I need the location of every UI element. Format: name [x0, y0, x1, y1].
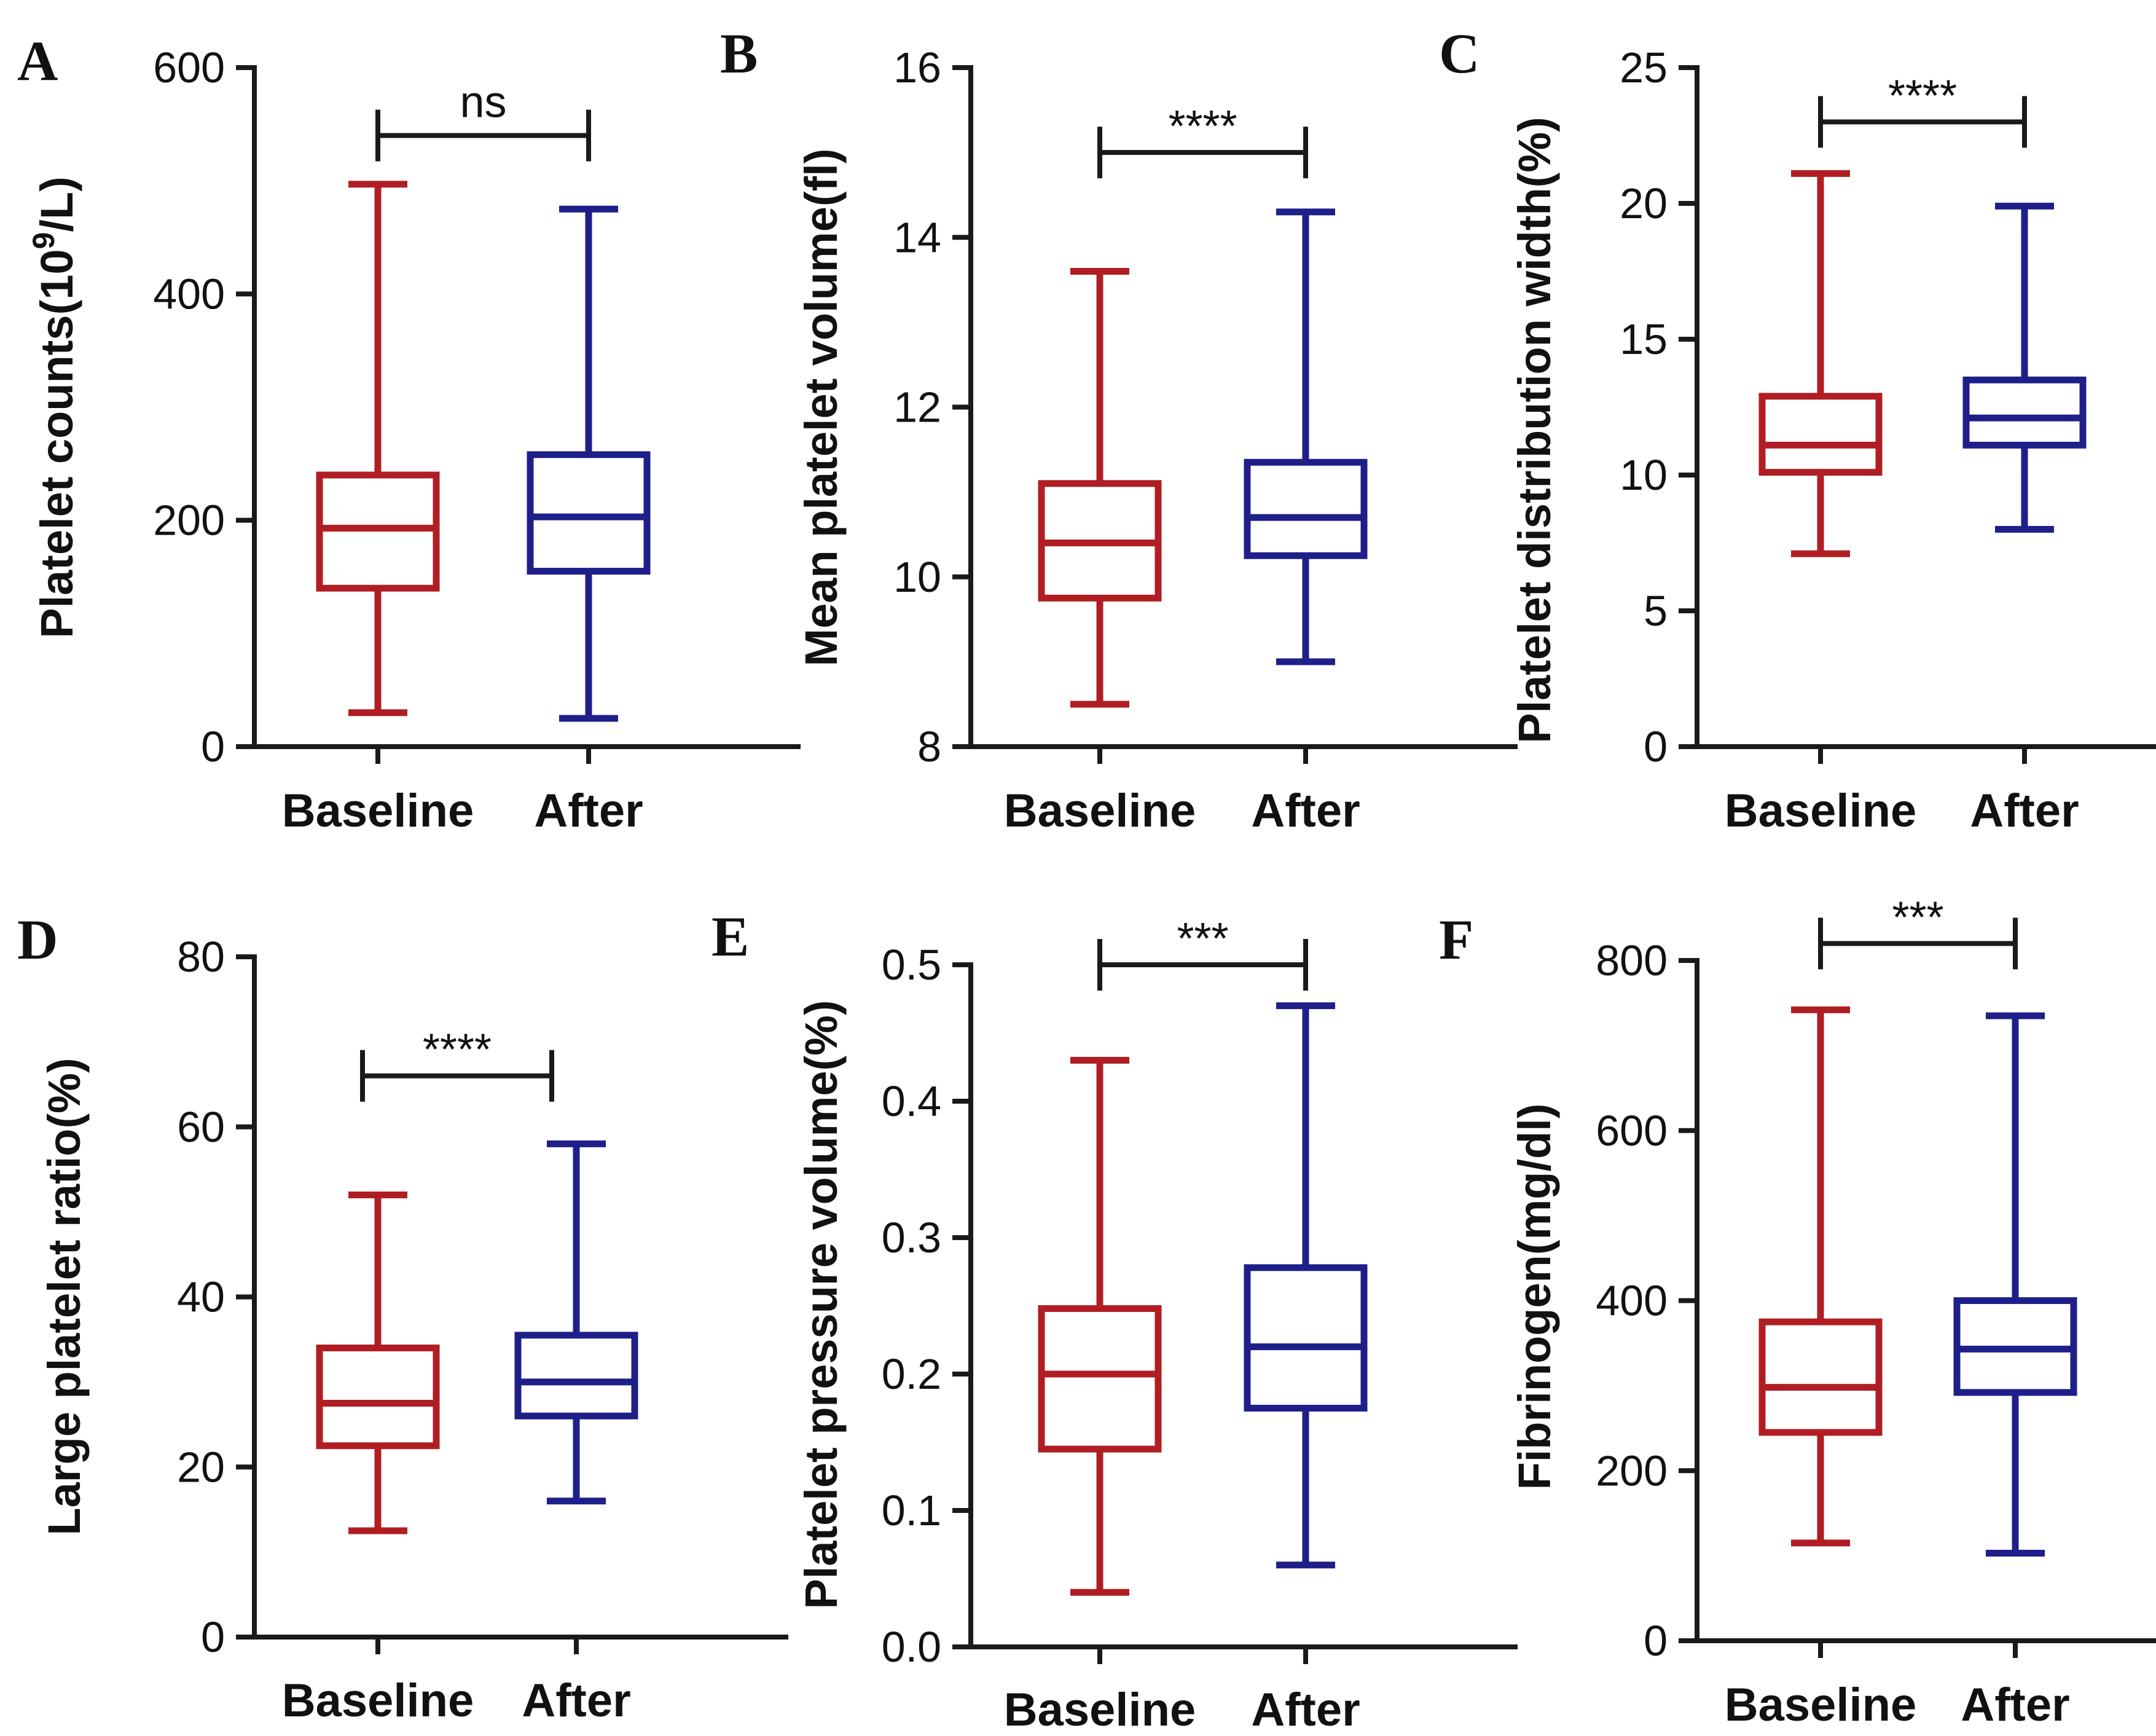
- x-category-label: After: [1251, 785, 1360, 837]
- y-tick-label: 600: [1596, 1107, 1668, 1155]
- panel-c: C 0 5 10 15 20 25 Baseline After Platelet distrib…: [1439, 22, 2156, 837]
- x-category-label: After: [522, 1675, 630, 1727]
- iqr-box: [1244, 458, 1368, 559]
- y-axis-title: Platelet distribution width(%): [1509, 117, 1560, 744]
- box-after: [1244, 208, 1368, 666]
- y-axis-title-part: Platelet counts(10: [31, 249, 82, 638]
- x-category-label: Baseline: [1004, 1684, 1196, 1736]
- y-tick-label: 0.3: [882, 1214, 941, 1262]
- iqr-box: [1758, 393, 1883, 476]
- significance-label: ns: [460, 78, 506, 127]
- x-category-label: Baseline: [1725, 1679, 1917, 1731]
- significance-label: ****: [1168, 102, 1237, 151]
- y-tick-label: 0: [1644, 1617, 1668, 1665]
- panel-a: A 0 200 400 600 Baseline After Platelet counts(…: [17, 29, 801, 837]
- y-tick-label: 0.2: [882, 1350, 941, 1398]
- x-category-label: Baseline: [1725, 785, 1917, 837]
- iqr-box: [514, 1332, 638, 1420]
- y-tick-label: 25: [1620, 44, 1668, 92]
- y-tick-label: 14: [893, 213, 941, 261]
- x-category-label: Baseline: [1004, 785, 1196, 837]
- y-tick-label: 20: [1620, 179, 1668, 227]
- y-tick-label: 800: [1596, 937, 1668, 984]
- box-baseline: [316, 1191, 440, 1534]
- y-axis-title-superscript: 9: [26, 232, 61, 249]
- y-axis-title: Mean platelet volume(fl): [796, 149, 847, 667]
- y-tick-label: 0.5: [882, 941, 941, 989]
- x-category-label: After: [534, 785, 643, 837]
- y-axis-title: Platelet pressure volume(%): [796, 1000, 847, 1609]
- box-baseline: [1758, 1006, 1883, 1547]
- panel-letter-d: D: [17, 908, 58, 971]
- significance-label: ***: [1892, 893, 1943, 942]
- iqr-box: [316, 471, 440, 592]
- iqr-box: [316, 1345, 440, 1450]
- box-after: [514, 1140, 638, 1505]
- y-tick-label: 16: [893, 44, 941, 92]
- box-baseline: [316, 181, 440, 717]
- iqr-box: [1038, 1305, 1162, 1453]
- iqr-box: [1962, 376, 2087, 449]
- y-axis-title: Large platelet ratio(%): [39, 1058, 90, 1535]
- box-baseline: [1758, 170, 1883, 557]
- x-category-label: After: [1970, 785, 2079, 837]
- panel-letter-f: F: [1439, 908, 1473, 971]
- panel-letter-a: A: [17, 29, 58, 92]
- y-tick-label: 0.1: [882, 1487, 941, 1534]
- panel-b: B 8 10 12 14 16 Baseline After Mean platelet vol…: [720, 22, 1518, 837]
- y-tick-label: 400: [1596, 1277, 1668, 1325]
- y-tick-label: 0.4: [882, 1077, 941, 1125]
- panel-f: F 0 200 400 600 800 Baseline After Fibrinogen(mg…: [1439, 893, 2156, 1731]
- y-tick-label: 20: [177, 1443, 225, 1491]
- x-category-label: Baseline: [282, 785, 474, 837]
- significance-label: ***: [1177, 914, 1228, 964]
- y-tick-label: 0: [201, 723, 225, 771]
- iqr-box: [1758, 1318, 1883, 1436]
- y-axis-title-part: /L): [31, 176, 82, 232]
- y-tick-label: 0.0: [882, 1623, 941, 1671]
- box-after: [1244, 1002, 1368, 1569]
- box-baseline: [1038, 1056, 1162, 1596]
- panel-letter-e: E: [711, 905, 749, 968]
- y-axis-title: Fibrinogen(mg/dl): [1509, 1104, 1560, 1490]
- panel-e: E 0.0 0.1 0.2 0.3 0.4 0.5 Baseline After Platelet…: [711, 905, 1518, 1736]
- x-category-label: After: [1251, 1684, 1360, 1736]
- box-after: [1953, 1012, 2077, 1557]
- significance-label: ****: [423, 1026, 492, 1075]
- y-tick-label: 60: [177, 1103, 225, 1151]
- iqr-box: [527, 451, 651, 575]
- y-axis-title: Platelet counts(109/L): [26, 176, 82, 638]
- y-tick-label: 8: [917, 723, 941, 771]
- y-tick-label: 400: [153, 270, 225, 318]
- box-after: [1962, 202, 2087, 533]
- panel-letter-c: C: [1439, 22, 1480, 85]
- x-category-label: Baseline: [282, 1675, 474, 1727]
- y-tick-label: 10: [893, 553, 941, 601]
- y-tick-label: 80: [177, 933, 225, 981]
- x-category-label: After: [1961, 1679, 2069, 1731]
- y-tick-label: 40: [177, 1273, 225, 1321]
- iqr-box: [1244, 1264, 1368, 1412]
- panel-d: D 0 20 40 60 80 Baseline After Large platelet ra…: [17, 908, 788, 1727]
- significance-label: ****: [1888, 71, 1957, 120]
- y-tick-label: 15: [1620, 315, 1668, 363]
- panel-letter-b: B: [720, 22, 758, 85]
- y-tick-label: 200: [1596, 1447, 1668, 1494]
- y-tick-label: 600: [153, 44, 225, 92]
- y-tick-label: 10: [1620, 451, 1668, 499]
- box-baseline: [1038, 268, 1162, 708]
- y-tick-label: 0: [1644, 723, 1668, 771]
- y-tick-label: 0: [201, 1613, 225, 1661]
- y-tick-label: 12: [893, 383, 941, 431]
- y-tick-label: 5: [1644, 587, 1668, 635]
- y-tick-label: 200: [153, 497, 225, 544]
- box-after: [527, 205, 651, 722]
